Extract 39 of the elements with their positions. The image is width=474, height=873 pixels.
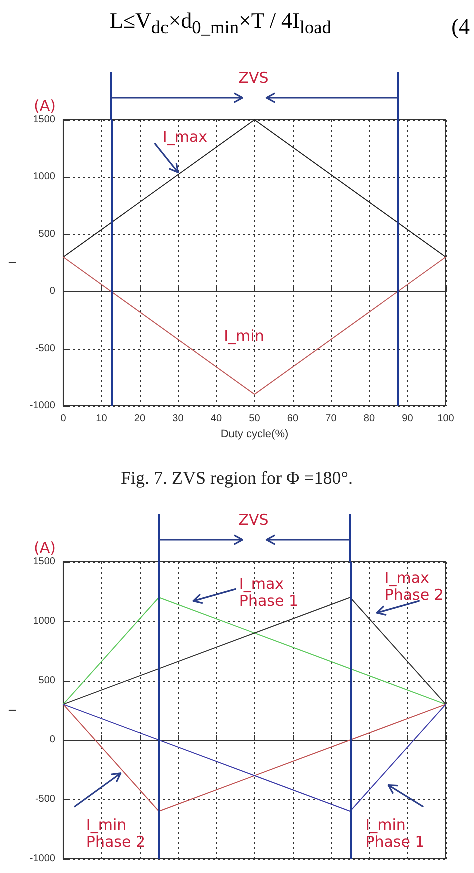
text: L≤V$_{dc}$×d$_{0_min}$×T / 4I$_{load}$ <box>110 8 332 38</box>
text: (4 <box>452 14 470 40</box>
series-label: I_max Phase 1 <box>239 575 300 610</box>
text: Fig. 7. ZVS region for Φ =180°. <box>121 468 353 488</box>
y-tick-label: -1000 <box>30 854 56 864</box>
text: (A) <box>34 539 56 557</box>
y-tick-label: -500 <box>35 794 56 806</box>
y-tick-label: 500 <box>38 675 56 686</box>
x-axis-title: Duty cycle(%) <box>220 428 289 440</box>
y-tick-label: 1000 <box>33 616 56 627</box>
series-label: I_min Phase 2 <box>86 816 147 852</box>
x-tick-label: 0 <box>60 414 67 424</box>
y-tick-label: 1000 <box>33 172 56 183</box>
y-tick-label: 1500 <box>33 556 56 568</box>
text: ZVS <box>238 69 269 87</box>
x-tick-label: 80 <box>364 414 376 424</box>
x-tick-label: 90 <box>402 414 414 424</box>
x-tick-label: 10 <box>96 414 108 424</box>
y-axis-title: I <box>8 261 20 265</box>
x-tick-label: 20 <box>134 414 146 424</box>
y-axis-title: I <box>8 708 20 712</box>
y-tick-label: -1000 <box>30 400 56 412</box>
series-label: I_max Phase 2 <box>384 569 445 604</box>
y-tick-label: 0 <box>50 286 56 298</box>
series-label: I_min <box>224 327 264 346</box>
series-label: I_max <box>162 128 208 146</box>
x-tick-label: 50 <box>249 414 261 424</box>
x-tick-label: 30 <box>172 414 184 424</box>
x-tick-label: 70 <box>326 414 338 424</box>
x-tick-label: 100 <box>438 414 455 424</box>
text: ZVS <box>238 511 269 529</box>
text: (A) <box>34 97 56 115</box>
y-tick-label: 1500 <box>33 114 56 126</box>
series-label: I_min Phase 1 <box>366 816 426 852</box>
y-tick-label: -500 <box>35 343 56 354</box>
x-tick-label: 40 <box>210 414 222 424</box>
x-tick-label: 60 <box>287 414 299 424</box>
y-tick-label: 500 <box>38 228 56 240</box>
y-tick-label: 0 <box>50 734 56 746</box>
